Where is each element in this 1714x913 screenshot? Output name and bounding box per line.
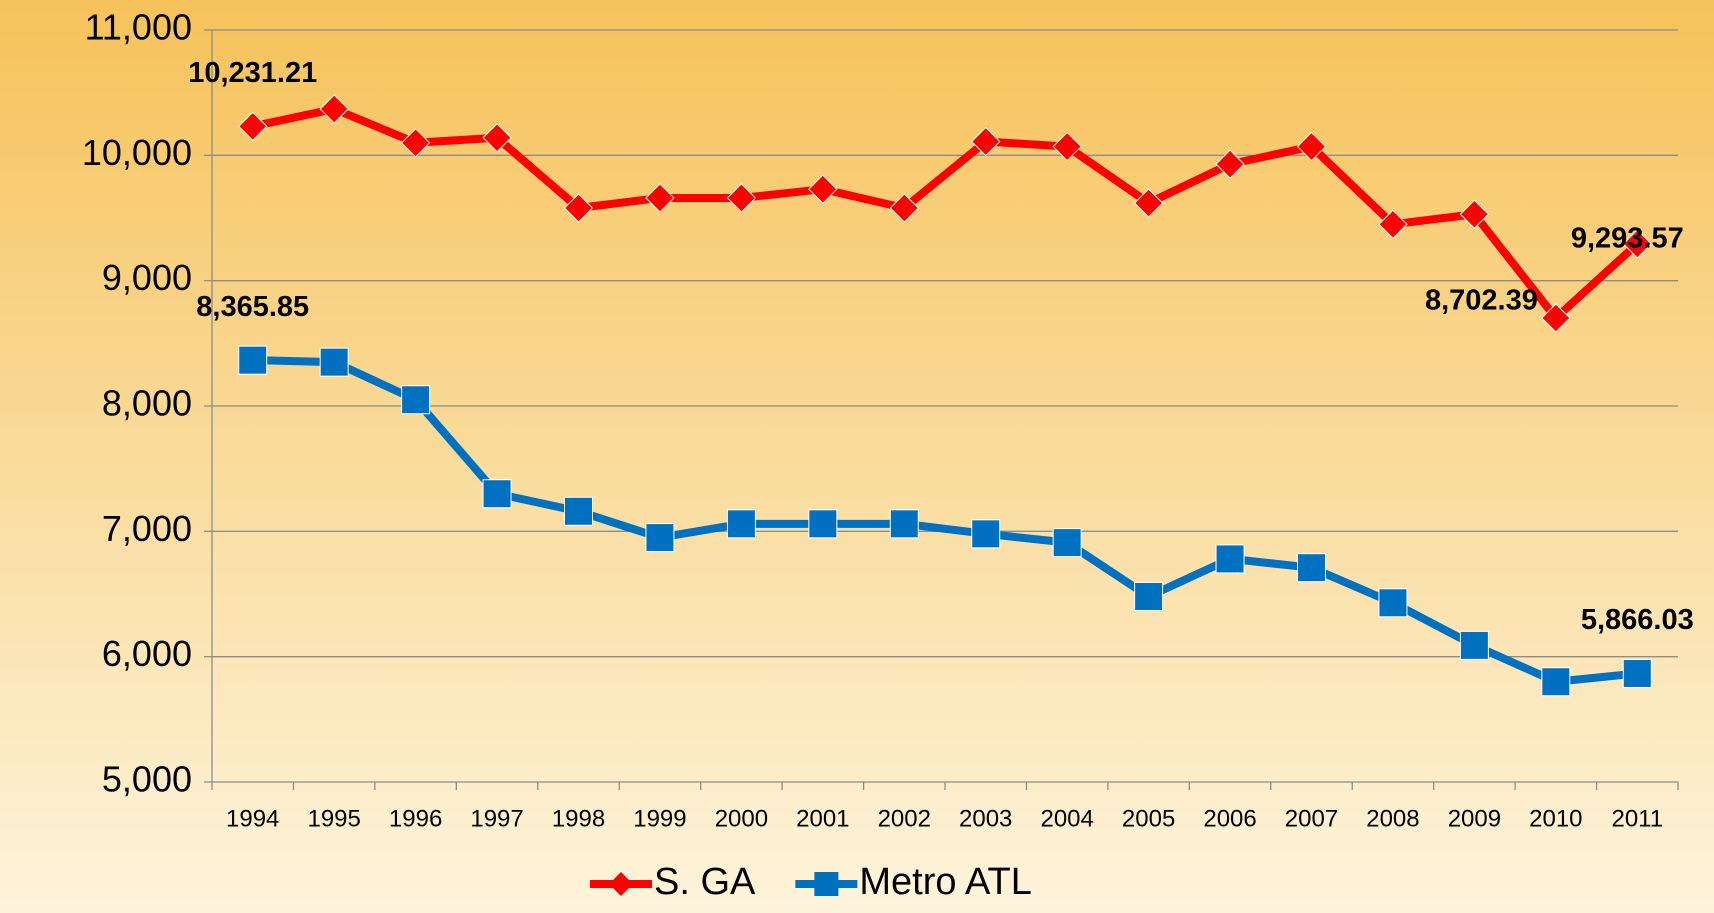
data-point	[1378, 209, 1408, 239]
data-point	[1215, 149, 1245, 179]
data-point	[564, 496, 593, 526]
x-tick-label: 2004	[1040, 805, 1093, 832]
x-tick-label: 1995	[307, 805, 360, 832]
data-point	[1541, 303, 1571, 333]
legend-marker	[609, 872, 633, 896]
data-point	[1134, 582, 1164, 612]
x-tick-label: 1999	[633, 805, 686, 832]
data-point	[1215, 544, 1245, 574]
data-point	[1622, 229, 1652, 259]
data-point	[1133, 188, 1164, 218]
data-point	[1296, 131, 1327, 162]
x-tick-label: 2008	[1366, 805, 1419, 832]
x-tick-label: 1996	[389, 805, 442, 832]
x-tick-label: 2000	[715, 805, 768, 832]
data-label: 10,231.21	[188, 57, 317, 89]
x-tick-label: 1997	[470, 805, 523, 832]
x-tick-label: 2005	[1122, 805, 1175, 832]
data-label: 9,293.57	[1571, 223, 1684, 255]
x-tick-label: 2006	[1203, 805, 1256, 832]
data-point	[563, 193, 594, 223]
y-tick-label: 11,000	[85, 7, 192, 48]
legend-label: S. GA	[654, 861, 756, 903]
x-tick-label: 2007	[1285, 805, 1338, 832]
data-point	[971, 519, 1001, 549]
data-point	[645, 523, 675, 553]
data-point	[1459, 630, 1489, 660]
data-point	[1622, 658, 1652, 688]
y-tick-label: 8,000	[102, 383, 192, 424]
x-tick-label: 2010	[1529, 805, 1582, 832]
y-tick-label: 9,000	[102, 257, 192, 298]
data-point	[482, 479, 512, 509]
x-tick-label: 1998	[552, 805, 605, 832]
y-tick-label: 6,000	[102, 633, 192, 674]
data-point	[1541, 667, 1571, 697]
x-tick-label: 2011	[1611, 805, 1663, 832]
data-point	[1297, 553, 1326, 583]
data-point	[401, 385, 431, 415]
data-point	[319, 347, 349, 377]
data-point	[808, 509, 838, 539]
data-point	[645, 183, 675, 213]
data-point	[1052, 131, 1082, 162]
data-point	[726, 509, 756, 539]
data-point	[319, 94, 349, 124]
data-label: 5,866.03	[1581, 604, 1694, 636]
data-point	[889, 193, 919, 223]
data-point	[726, 183, 757, 213]
y-tick-label: 7,000	[102, 508, 192, 549]
legend: S. GA Metro ATL	[590, 861, 1032, 903]
data-point	[971, 126, 1001, 157]
x-tick-label: 2009	[1448, 805, 1501, 832]
x-tick-label: 2002	[878, 805, 931, 832]
data-point	[482, 123, 512, 153]
x-tick-label: 1994	[226, 805, 279, 832]
data-point	[238, 345, 268, 375]
data-point	[238, 111, 268, 142]
legend-marker	[814, 872, 839, 896]
data-point	[1052, 528, 1082, 558]
y-tick-label: 10,000	[82, 132, 192, 173]
data-label: 8,365.85	[196, 291, 309, 323]
data-point	[1378, 588, 1408, 618]
data-point	[400, 128, 431, 158]
x-tick-label: 2003	[959, 805, 1012, 832]
x-tick-label: 2001	[796, 805, 849, 832]
data-label: 8,702.39	[1425, 285, 1538, 317]
data-point	[808, 174, 838, 204]
y-tick-label: 5,000	[102, 759, 192, 800]
data-point	[889, 509, 919, 539]
legend-label: Metro ATL	[859, 861, 1031, 903]
data-point	[1459, 199, 1490, 229]
